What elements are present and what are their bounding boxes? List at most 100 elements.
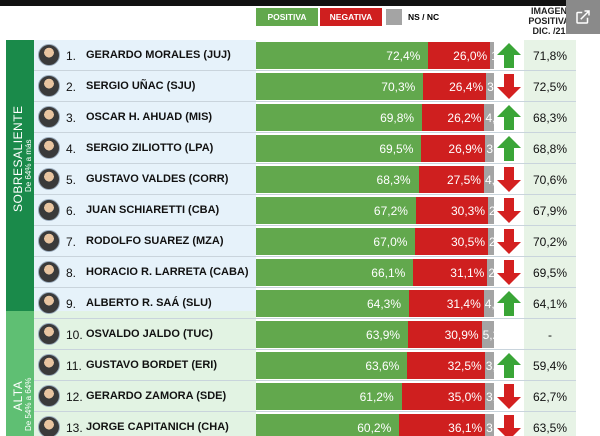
governor-name: GUSTAVO VALDES (CORR) bbox=[86, 173, 229, 185]
imagen-positiva-value: 70,6% bbox=[524, 164, 576, 195]
approval-bar: 68,3% 27,5%4,2 bbox=[256, 166, 494, 193]
value-positiva: 64,3% bbox=[367, 296, 402, 311]
rank-number: 9. bbox=[66, 297, 77, 311]
legend-negativa-swatch: NEGATIVA bbox=[320, 8, 382, 26]
avatar bbox=[38, 75, 60, 97]
value-positiva: 63,6% bbox=[365, 358, 400, 373]
row-divider bbox=[34, 349, 576, 350]
avatar bbox=[38, 385, 60, 407]
approval-bar: 63,6% 32,5%3,9 bbox=[256, 352, 494, 379]
value-positiva: 69,5% bbox=[379, 141, 414, 156]
value-negativa: 32,5% bbox=[447, 358, 482, 373]
arrow-down-icon bbox=[496, 414, 522, 436]
value-positiva: 72,4% bbox=[386, 48, 421, 63]
value-positiva: 63,9% bbox=[366, 327, 401, 342]
bar-positiva: 67,2% bbox=[256, 197, 416, 224]
approval-bar: 66,1% 31,1%2,8 bbox=[256, 259, 494, 286]
governor-name: OSCAR H. AHUAD (MIS) bbox=[86, 111, 213, 123]
value-negativa: 30,5% bbox=[451, 234, 486, 249]
governor-name: RODOLFO SUAREZ (MZA) bbox=[86, 235, 224, 247]
value-positiva: 60,2% bbox=[357, 420, 392, 435]
bar-nsnc: 2,5 bbox=[488, 197, 494, 224]
rank-number: 13. bbox=[66, 421, 83, 435]
value-nsnc: 4,3 bbox=[484, 296, 494, 311]
imagen-positiva-value: 59,4% bbox=[524, 350, 576, 381]
table-row: 5. GUSTAVO VALDES (CORR) 68,3% 27,5%4,2 70,6… bbox=[34, 164, 576, 195]
imagen-positiva-value: 69,5% bbox=[524, 257, 576, 288]
value-negativa: 26,4% bbox=[449, 79, 484, 94]
avatar bbox=[38, 106, 60, 128]
arrow-down-icon bbox=[496, 228, 522, 255]
avatar bbox=[38, 416, 60, 436]
legend-positiva-swatch: POSITIVA bbox=[256, 8, 318, 26]
value-nsnc: 4,2 bbox=[484, 172, 494, 187]
bar-positiva: 61,2% bbox=[256, 383, 402, 410]
value-positiva: 70,3% bbox=[381, 79, 416, 94]
table-row: 3. OSCAR H. AHUAD (MIS) 69,8% 26,2%4,0 68,3% bbox=[34, 102, 576, 133]
bar-positiva: 72,4% bbox=[256, 42, 429, 69]
table-row: 9. ALBERTO R. SAÁ (SLU) 64,3% 31,4%4,3 64,1% bbox=[34, 288, 576, 319]
rank-number: 12. bbox=[66, 390, 83, 404]
bar-negativa: 26,0% bbox=[428, 42, 491, 69]
bar-negativa: 27,5% bbox=[418, 166, 484, 193]
table-row: 10.OSVALDO JALDO (TUC) 63,9% 30,9%5,2 - bbox=[34, 319, 576, 350]
bar-nsnc: 4,2 bbox=[483, 166, 494, 193]
approval-bar: 67,2% 30,3%2,5 bbox=[256, 197, 494, 224]
bar-positiva: 63,6% bbox=[256, 352, 408, 379]
value-nsnc: 3,3 bbox=[487, 79, 494, 94]
bar-negativa: 30,3% bbox=[415, 197, 489, 224]
bar-nsnc: 4,0 bbox=[484, 104, 494, 131]
approval-bar: 64,3% 31,4%4,3 bbox=[256, 290, 494, 317]
table-row: 4. SERGIO ZILIOTTO (LPA) 69,5% 26,9%3,6 68,8… bbox=[34, 133, 576, 164]
bar-nsnc: 4,3 bbox=[483, 290, 494, 317]
value-nsnc: 1,6 bbox=[491, 49, 494, 63]
arrow-down-icon bbox=[496, 259, 522, 286]
imagen-positiva-value: - bbox=[524, 319, 576, 350]
avatar bbox=[38, 137, 60, 159]
rank-number: 6. bbox=[66, 204, 77, 218]
arrow-down-icon bbox=[496, 383, 522, 410]
bar-positiva: 70,3% bbox=[256, 73, 424, 100]
bar-negativa: 31,1% bbox=[413, 259, 488, 286]
bar-nsnc: 2,5 bbox=[488, 228, 494, 255]
value-positiva: 66,1% bbox=[371, 265, 406, 280]
row-divider bbox=[34, 163, 576, 164]
bar-nsnc: 3,6 bbox=[485, 135, 494, 162]
value-negativa: 30,3% bbox=[451, 203, 486, 218]
bar-positiva: 64,3% bbox=[256, 290, 410, 317]
group-label-alta: ALTA bbox=[11, 381, 25, 411]
value-nsnc: 3,8 bbox=[485, 389, 494, 404]
top-bar bbox=[0, 0, 600, 6]
bar-nsnc: 5,2 bbox=[481, 321, 494, 348]
governor-name: GERARDO MORALES (JUJ) bbox=[86, 49, 231, 61]
sobresaliente-range: De 64% a más bbox=[24, 139, 33, 192]
imagen-positiva-value: 63,5% bbox=[524, 412, 576, 436]
avatar bbox=[38, 199, 60, 221]
value-positiva: 67,2% bbox=[373, 203, 408, 218]
governor-name: OSVALDO JALDO (TUC) bbox=[86, 328, 213, 340]
value-negativa: 30,9% bbox=[444, 327, 479, 342]
row-divider bbox=[34, 132, 576, 133]
imagen-header-line1: IMAGEN bbox=[531, 6, 567, 16]
imagen-positiva-value: 68,8% bbox=[524, 133, 576, 164]
bar-nsnc: 3,9 bbox=[484, 352, 494, 379]
value-positiva: 61,2% bbox=[359, 389, 394, 404]
value-negativa: 26,9% bbox=[448, 141, 483, 156]
imagen-positiva-value: 72,5% bbox=[524, 71, 576, 102]
governor-name: JORGE CAPITANICH (CHA) bbox=[86, 421, 229, 433]
bar-negativa: 35,0% bbox=[401, 383, 485, 410]
arrow-up-icon bbox=[496, 42, 522, 69]
governor-name: GERARDO ZAMORA (SDE) bbox=[86, 390, 227, 402]
imagen-header-line2: POSITIVA bbox=[528, 16, 570, 26]
approval-bar: 67,0% 30,5%2,5 bbox=[256, 228, 494, 255]
table-row: 7. RODOLFO SUAREZ (MZA) 67,0% 30,5%2,5 70,2% bbox=[34, 226, 576, 257]
approval-bar: 63,9% 30,9%5,2 bbox=[256, 321, 494, 348]
arrow-up-icon bbox=[496, 135, 522, 162]
expand-button[interactable] bbox=[566, 0, 600, 34]
arrow-up-icon bbox=[496, 352, 522, 379]
bar-negativa: 30,9% bbox=[408, 321, 482, 348]
governor-name: SERGIO UÑAC (SJU) bbox=[86, 80, 196, 92]
approval-bar: 72,4% 26,0%1,6 bbox=[256, 42, 494, 69]
imagen-positiva-value: 62,7% bbox=[524, 381, 576, 412]
avatar bbox=[38, 354, 60, 376]
